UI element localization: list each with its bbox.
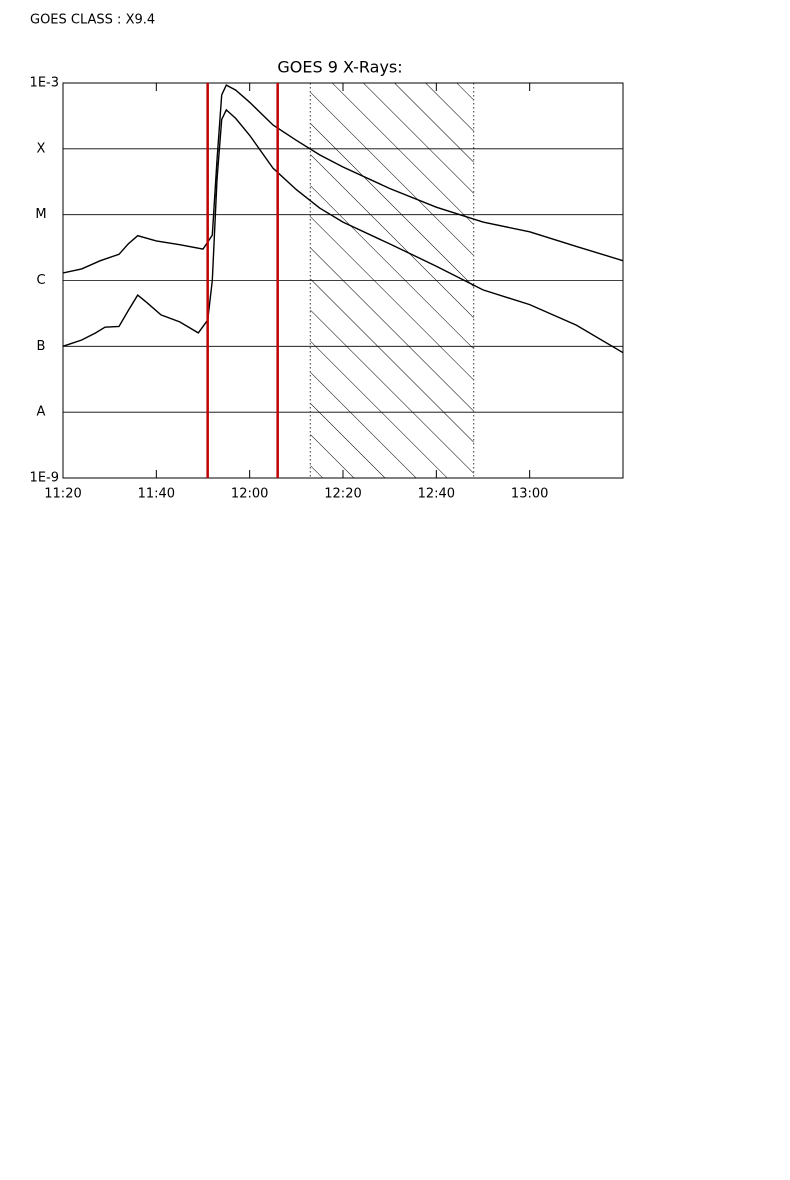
y-tick-label: X bbox=[37, 141, 46, 156]
x-tick-label: 12:00 bbox=[231, 487, 268, 502]
plot: 1E-3 X M C B A 1E-911:20 11:40 12:00 12:20 12:40 13… bbox=[30, 76, 624, 502]
y-tick-label: C bbox=[36, 273, 45, 288]
x-tick-label: 12:20 bbox=[324, 487, 361, 502]
flux-line bbox=[63, 108, 623, 354]
y-tick-label: 1E-9 bbox=[30, 471, 59, 486]
chart-title: GOES 9 X-Rays: bbox=[277, 58, 402, 77]
flux-line bbox=[63, 84, 623, 274]
y-tick-label: 1E-3 bbox=[30, 76, 59, 91]
plot-frame bbox=[62, 82, 624, 479]
x-tick-label: 11:20 bbox=[44, 487, 81, 502]
y-tick-label: M bbox=[35, 207, 46, 222]
goes-class: GOES CLASS : X9.4 bbox=[30, 13, 155, 28]
x-tick-label: 13:00 bbox=[511, 487, 548, 502]
x-tick-label: 11:40 bbox=[138, 487, 175, 502]
y-tick-label: B bbox=[37, 339, 46, 354]
x-tick-label: 12:40 bbox=[418, 487, 455, 502]
y-tick-label: A bbox=[37, 405, 46, 420]
